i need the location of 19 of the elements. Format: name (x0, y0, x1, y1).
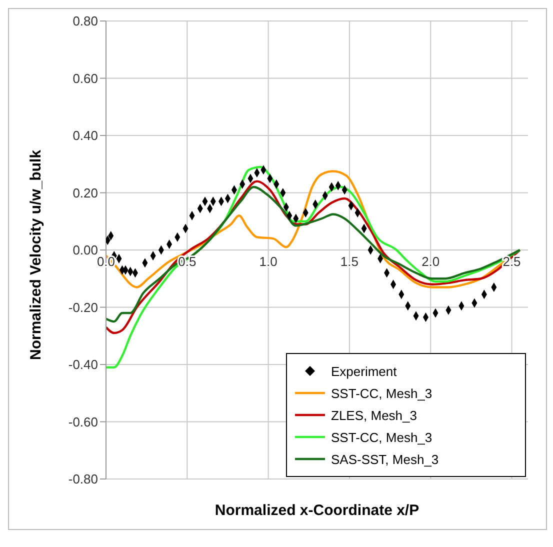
x-tick-label: 2.0 (422, 254, 440, 269)
y-tick-label: 0.80 (72, 14, 98, 29)
legend-label: Experiment (331, 364, 397, 378)
y-tick-label: 0.60 (72, 70, 98, 86)
y-tick-label: -0.20 (68, 300, 98, 315)
x-tick-label: 1.0 (259, 254, 278, 269)
y-tick-label: -0.40 (68, 357, 98, 372)
y-tick-label: 0.00 (72, 242, 98, 258)
legend-label: ZLES, Mesh_3 (331, 408, 417, 422)
legend-label: SST-CC, Mesh_3 (331, 430, 432, 444)
y-tick-label: 0.20 (72, 185, 98, 200)
x-tick-label: 1.5 (340, 254, 358, 269)
y-tick-label: -0.60 (68, 414, 98, 430)
y-axis-title: Normalized Velocity u/w_bulk (27, 149, 44, 360)
y-tick-label: 0.40 (72, 128, 98, 144)
y-tick-label: -0.80 (68, 472, 98, 487)
x-axis-title: Normalized x-Coordinate x/P (214, 502, 420, 519)
legend-label: SAS-SST, Mesh_3 (331, 452, 439, 466)
legend-label: SST-CC, Mesh_3 (331, 386, 432, 400)
